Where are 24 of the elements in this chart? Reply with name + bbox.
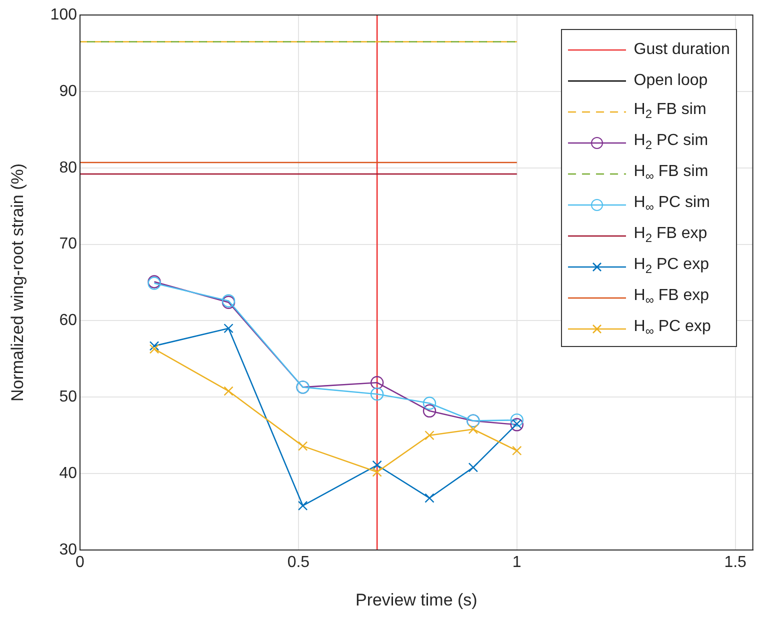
legend-label: H$_{∞}$ PC sim [634,194,710,215]
y-tick-label: 70 [59,236,78,253]
y-tick-label: 80 [59,159,78,176]
legend-label: H$_{2}$ FB sim [634,101,706,122]
y-tick-label: 50 [59,388,78,406]
y-tick-label: 90 [59,82,78,100]
legend-label: H$_{2}$ PC sim [634,132,708,153]
legend-label: Gust duration [634,40,730,58]
x-axis-title: Preview time (s) [355,590,478,610]
x-tick-label: 0.5 [287,554,310,572]
legend-label: Open loop [634,72,708,90]
y-axis-title: Normalized wing-root strain (%) [8,163,27,402]
y-tick-label: 40 [59,464,78,482]
legend-label: H$_{∞}$ PC exp [634,318,711,339]
y-tick-label: 60 [59,312,78,330]
y-tick-label: 30 [59,541,78,558]
legend-label: H$_{∞}$ FB exp [634,287,710,308]
legend-label: H$_{2}$ PC exp [634,256,709,277]
x-tick-label: 1 [512,554,522,572]
x-tick-label: 0 [76,554,85,572]
y-tick-label: 100 [50,6,78,24]
x-tick-label: 1.5 [724,554,747,572]
legend-label: H$_{2}$ FB exp [634,225,708,246]
legend-label: H$_{∞}$ FB sim [634,163,708,184]
